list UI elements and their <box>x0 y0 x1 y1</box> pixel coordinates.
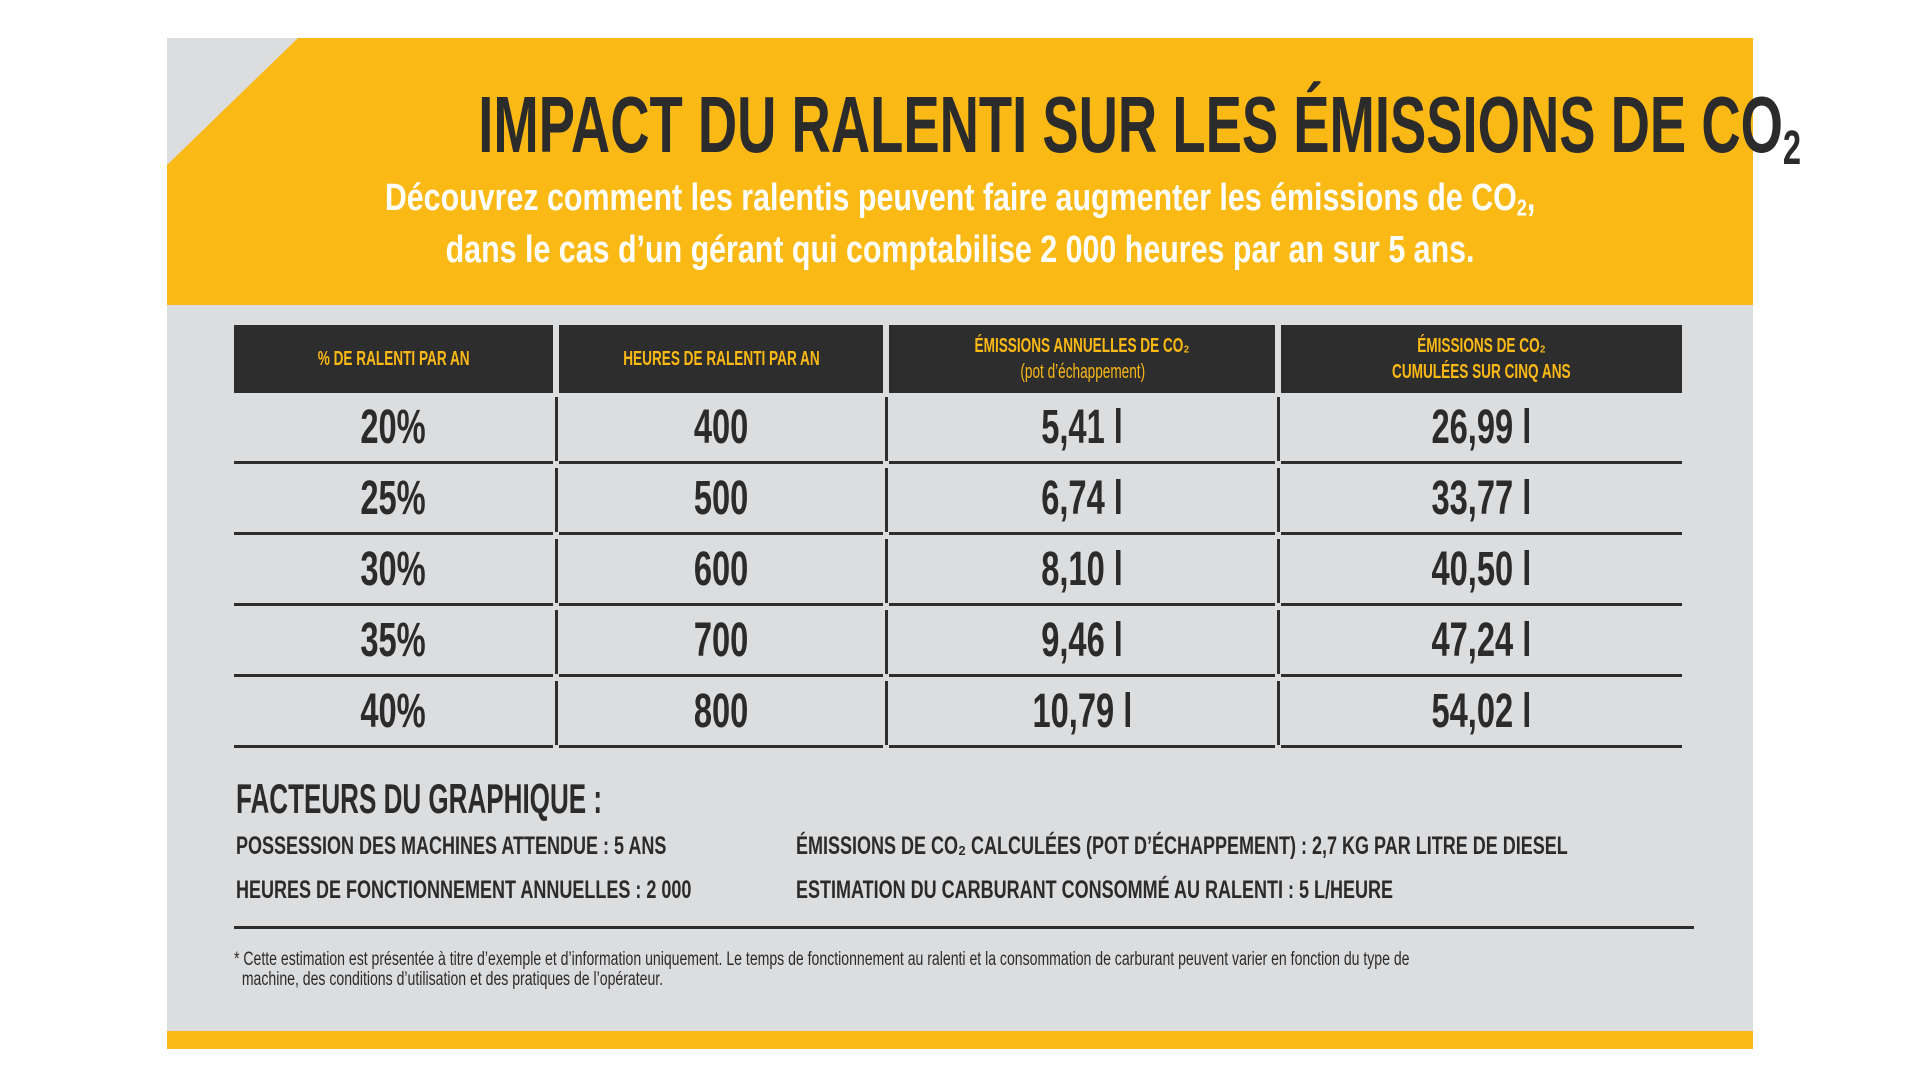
cell-value: 700 <box>693 613 749 667</box>
cell-value: 26,99 l <box>1431 400 1532 454</box>
table-row: 20% 400 5,41 l 26,99 l <box>234 393 1682 464</box>
page-title: IMPACT DU RALENTI SUR LES ÉMISSIONS DE C… <box>478 80 1802 175</box>
cell-value: 20% <box>360 400 426 454</box>
table-cell: 33,77 l <box>1281 464 1682 535</box>
header-banner <box>167 38 1753 305</box>
cell-value: 600 <box>693 542 749 596</box>
footnote: * Cette estimation est présentée à titre… <box>234 949 1410 990</box>
cell-value: 500 <box>693 471 749 525</box>
table-cell: 54,02 l <box>1281 677 1682 748</box>
table-cell: 6,74 l <box>889 464 1280 535</box>
cell-value: 35% <box>360 613 426 667</box>
table-cell: 47,24 l <box>1281 606 1682 677</box>
table-cell: 5,41 l <box>889 393 1280 464</box>
subtitle-line-1: Découvrez comment les ralentis peuvent f… <box>384 177 1536 221</box>
header-idle-hours: HEURES DE RALENTI PAR AN <box>558 325 884 393</box>
factor-item: HEURES DE FONCTIONNEMENT ANNUELLES : 2 0… <box>236 876 692 904</box>
subtitle-line-2: dans le cas d’un gérant qui comptabilise… <box>445 229 1475 271</box>
emissions-table: % DE RALENTI PAR AN HEURES DE RALENTI PA… <box>228 325 1688 748</box>
factor-item: POSSESSION DES MACHINES ATTENDUE : 5 ANS <box>236 832 667 860</box>
cell-value: 10,79 l <box>1032 684 1133 738</box>
table-cell: 800 <box>558 677 889 748</box>
cell-value: 33,77 l <box>1431 471 1532 525</box>
cell-value: 6,74 l <box>1041 471 1124 525</box>
table-row: 25% 500 6,74 l 33,77 l <box>234 464 1682 535</box>
table-cell: 40% <box>234 677 558 748</box>
cell-value: 400 <box>693 400 749 454</box>
factor-item: ÉMISSIONS DE CO₂ CALCULÉES (POT D’ÉCHAPP… <box>796 832 1568 860</box>
cell-value: 30% <box>360 542 426 596</box>
table-cell: 40,50 l <box>1281 535 1682 606</box>
table-cell: 700 <box>558 606 889 677</box>
factors-heading: FACTEURS DU GRAPHIQUE : <box>236 775 603 822</box>
cell-value: 40,50 l <box>1431 542 1532 596</box>
cell-value: 9,46 l <box>1041 613 1124 667</box>
header-annual-emissions: ÉMISSIONS ANNUELLES DE CO₂ (pot d’échappe… <box>889 325 1276 393</box>
table-cell: 35% <box>234 606 558 677</box>
cell-value: 8,10 l <box>1041 542 1124 596</box>
factor-item: ESTIMATION DU CARBURANT CONSOMMÉ AU RALE… <box>796 876 1393 904</box>
table-cell: 10,79 l <box>889 677 1280 748</box>
table-cell: 400 <box>558 393 889 464</box>
table-cell: 26,99 l <box>1281 393 1682 464</box>
header-idle-percent: % DE RALENTI PAR AN <box>234 325 553 393</box>
cell-value: 800 <box>693 684 749 738</box>
table-cell: 600 <box>558 535 889 606</box>
cell-value: 25% <box>360 471 426 525</box>
header-cumulative-emissions: ÉMISSIONS DE CO₂ CUMULÉES SUR CINQ ANS <box>1281 325 1682 393</box>
cell-value: 5,41 l <box>1041 400 1124 454</box>
table-row: 30% 600 8,10 l 40,50 l <box>234 535 1682 606</box>
table-row: 40% 800 10,79 l 54,02 l <box>234 677 1682 748</box>
cell-value: 54,02 l <box>1431 684 1532 738</box>
table-row: 35% 700 9,46 l 47,24 l <box>234 606 1682 677</box>
table-cell: 500 <box>558 464 889 535</box>
cell-value: 40% <box>360 684 426 738</box>
table-cell: 20% <box>234 393 558 464</box>
cell-value: 47,24 l <box>1431 613 1532 667</box>
table-cell: 30% <box>234 535 558 606</box>
divider <box>234 926 1694 929</box>
table-cell: 8,10 l <box>889 535 1280 606</box>
table-cell: 25% <box>234 464 558 535</box>
table-header-row: % DE RALENTI PAR AN HEURES DE RALENTI PA… <box>234 325 1682 393</box>
bottom-accent-bar <box>167 1031 1753 1049</box>
table-cell: 9,46 l <box>889 606 1280 677</box>
